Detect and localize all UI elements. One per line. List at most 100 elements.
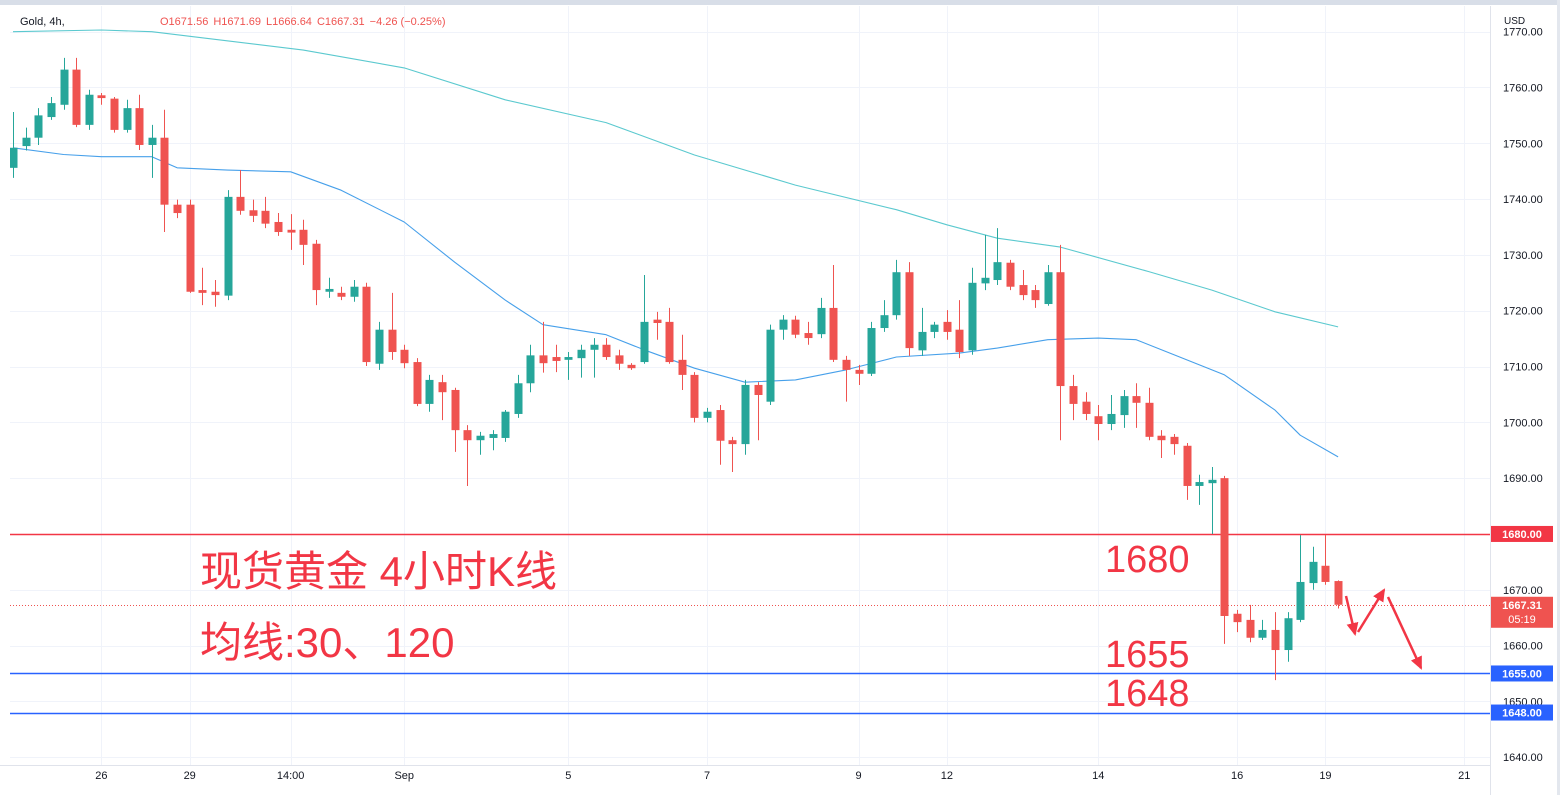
candle-body (514, 383, 523, 414)
candle (34, 108, 43, 145)
candle-body (892, 272, 901, 316)
annotation-level-1655[interactable]: 1655 (1105, 634, 1190, 676)
candle (1246, 604, 1255, 643)
candle (690, 372, 699, 423)
candle-body (842, 359, 851, 370)
annotation-title[interactable]: 现货黄金 4小时K线 (200, 548, 558, 595)
annotation-subtitle[interactable]: 均线:30、120 (200, 619, 455, 666)
candle-body (22, 137, 31, 147)
candle-body (312, 243, 321, 291)
last-price-tag-bg (1491, 596, 1553, 628)
candle (1006, 259, 1015, 291)
candle-body (362, 286, 371, 363)
candle-body (1107, 413, 1116, 425)
candle (754, 382, 763, 441)
candle (678, 334, 687, 390)
candle-body (1132, 396, 1141, 403)
candle (804, 321, 813, 345)
annotation-level-1648[interactable]: 1648 (1105, 673, 1190, 715)
candle (728, 436, 737, 473)
candle-body (627, 364, 636, 369)
x-tick-label: 29 (184, 770, 196, 782)
candle (501, 410, 510, 442)
price-tags: 1680.00 1655.00 1648.00 1667.31 05:19 (1491, 525, 1553, 721)
ohlc-legend: O1671.56 H1671.69 L1666.64 C1667.31 −4.2… (160, 15, 446, 29)
candle (388, 292, 397, 360)
annotation-level-1680[interactable]: 1680 (1105, 539, 1190, 581)
candle-body (1044, 272, 1053, 305)
candle-body (741, 384, 750, 445)
candle (1321, 535, 1330, 585)
trend-arrow-down[interactable] (1344, 595, 1359, 636)
candle-body (867, 328, 876, 374)
candle (564, 352, 573, 380)
x-tick-label: 5 (565, 770, 571, 782)
y-tick-label: 1690.00 (1503, 473, 1543, 485)
candle (211, 280, 220, 307)
time-axis[interactable]: 26 29 14:00 Sep 5 7 9 12 14 16 19 21 (95, 770, 1470, 782)
candle (817, 297, 826, 339)
candle-body (779, 319, 788, 330)
candle-body (325, 288, 334, 292)
candle-body (590, 344, 599, 350)
symbol-label[interactable]: Gold, 4h, (20, 16, 65, 28)
candle-body (1031, 290, 1040, 301)
candle (85, 89, 94, 130)
candle (1271, 612, 1280, 681)
candle (577, 344, 586, 378)
candle (665, 307, 674, 364)
candle (1056, 244, 1065, 441)
candle (224, 190, 233, 301)
candle-body (678, 359, 687, 375)
candle (489, 430, 498, 451)
candle (97, 93, 106, 105)
axis-borders (0, 6, 1491, 795)
candle-body (577, 349, 586, 359)
candle-body (249, 210, 258, 216)
candle-body (1271, 629, 1280, 651)
level-price-tag-bg (1491, 665, 1553, 682)
candle-body (110, 98, 119, 130)
level-lines[interactable] (10, 533, 1490, 715)
candle-body (135, 108, 144, 145)
candle-body (224, 196, 233, 296)
x-tick-label: Sep (394, 770, 414, 782)
trend-arrow-up[interactable] (1356, 588, 1386, 633)
right-border (1557, 0, 1560, 795)
candle (236, 170, 245, 215)
candle-body (1082, 401, 1091, 414)
candle (1183, 442, 1192, 500)
level-price-tag[interactable]: 1648.00 (1491, 704, 1553, 721)
candle (791, 315, 800, 339)
price-axis[interactable]: 1770.00 1760.00 1750.00 1740.00 1730.00 1720.… (1503, 27, 1543, 765)
bar-countdown: 05:19 (1508, 614, 1536, 626)
candle (1296, 535, 1305, 623)
candle (60, 57, 69, 110)
candle-body (1145, 402, 1154, 437)
trend-arrow-down-long[interactable] (1386, 596, 1423, 670)
candle-body (274, 221, 283, 233)
candle-body (728, 440, 737, 445)
candle (1019, 269, 1028, 301)
y-tick-label: 1770.00 (1503, 27, 1543, 39)
currency-label[interactable]: USD (1504, 16, 1526, 27)
candle (1094, 405, 1103, 441)
moving-averages (12, 29, 1339, 458)
candle-body (337, 292, 346, 297)
change-value: −4.26 (−0.25%) (369, 16, 446, 28)
candle-body (97, 95, 106, 99)
candle (350, 280, 359, 302)
candle (1284, 612, 1293, 662)
level-price-tag[interactable]: 1680.00 (1491, 525, 1553, 542)
level-price-tag[interactable]: 1655.00 (1491, 665, 1553, 682)
candle (1069, 374, 1078, 421)
x-tick-label: 19 (1319, 770, 1331, 782)
candle-body (438, 382, 447, 393)
x-tick-label: 14 (1092, 770, 1104, 782)
trend-arrows[interactable] (1344, 588, 1423, 670)
candle (918, 307, 927, 356)
candle-body (413, 362, 422, 404)
x-tick-label: 14:00 (277, 770, 305, 782)
candle-body (47, 103, 56, 118)
